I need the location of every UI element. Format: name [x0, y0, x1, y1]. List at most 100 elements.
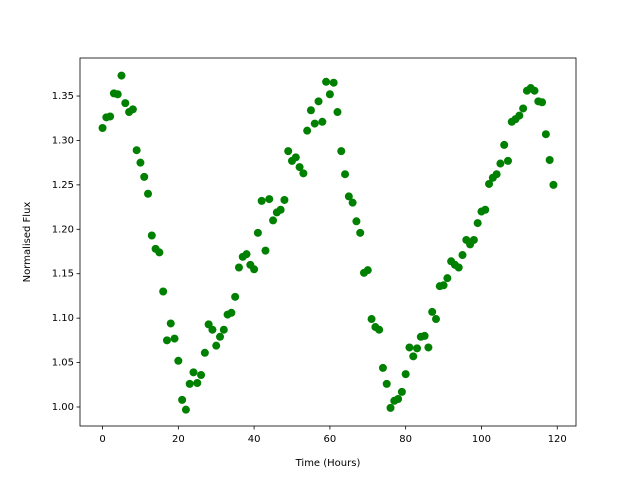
- point: [337, 147, 346, 156]
- point: [121, 99, 130, 108]
- point: [341, 170, 350, 179]
- point: [113, 90, 122, 99]
- point: [166, 319, 175, 328]
- x-axis-label: Time (Hours): [295, 458, 361, 469]
- point: [469, 235, 478, 244]
- point: [420, 331, 429, 340]
- point: [318, 117, 327, 126]
- point: [174, 356, 183, 365]
- point: [306, 106, 315, 115]
- point: [144, 189, 153, 198]
- point: [519, 104, 528, 113]
- point: [140, 172, 149, 181]
- y-tick-label: 1.35: [52, 91, 74, 102]
- point: [106, 112, 115, 121]
- point: [159, 287, 168, 296]
- point: [538, 98, 547, 107]
- point: [409, 352, 418, 361]
- point: [219, 325, 228, 334]
- x-tick-label: 60: [324, 434, 337, 445]
- point: [253, 228, 262, 237]
- point: [265, 195, 274, 204]
- point: [257, 196, 266, 205]
- point: [242, 250, 251, 259]
- point: [322, 77, 331, 86]
- point: [378, 363, 387, 372]
- point: [261, 246, 270, 255]
- y-tick-label: 1.15: [52, 269, 74, 280]
- point: [352, 217, 361, 226]
- point: [545, 155, 554, 164]
- point: [367, 315, 376, 324]
- point: [394, 394, 403, 403]
- point: [280, 195, 289, 204]
- point: [329, 78, 338, 87]
- x-tick-label: 40: [248, 434, 261, 445]
- point: [333, 108, 342, 117]
- x-tick-label: 0: [99, 434, 105, 445]
- x-tick-label: 120: [548, 434, 567, 445]
- point: [503, 156, 512, 165]
- point: [439, 281, 448, 290]
- point: [492, 170, 501, 179]
- point: [363, 266, 372, 275]
- plot-frame: [79, 57, 577, 427]
- point: [284, 147, 293, 156]
- x-tick-label: 80: [399, 434, 412, 445]
- point: [303, 126, 312, 135]
- point: [136, 158, 145, 167]
- point: [397, 387, 406, 396]
- x-tick-label: 20: [172, 434, 185, 445]
- point: [401, 370, 410, 379]
- point: [197, 371, 206, 380]
- point: [356, 228, 365, 237]
- point: [310, 119, 319, 128]
- point: [269, 216, 278, 225]
- point: [295, 163, 304, 172]
- point: [231, 292, 240, 301]
- y-tick-label: 1.25: [52, 180, 74, 191]
- point: [216, 332, 225, 341]
- point: [291, 153, 300, 162]
- point: [375, 325, 384, 334]
- point: [431, 315, 440, 324]
- y-axis-label: Normalised Flux: [22, 202, 33, 283]
- point: [473, 219, 482, 228]
- point: [250, 265, 259, 274]
- point: [485, 179, 494, 188]
- point: [147, 231, 156, 240]
- point: [454, 263, 463, 272]
- point: [428, 307, 437, 316]
- point: [208, 325, 217, 334]
- point: [193, 378, 202, 387]
- point: [541, 130, 550, 139]
- point: [500, 140, 509, 149]
- point: [185, 379, 194, 388]
- point: [386, 403, 395, 412]
- point: [117, 71, 126, 80]
- point: [443, 274, 452, 283]
- point: [181, 405, 190, 414]
- point: [382, 379, 391, 388]
- point: [178, 395, 187, 404]
- point: [98, 124, 107, 133]
- point: [234, 263, 243, 272]
- point: [325, 90, 334, 99]
- y-tick-label: 1.10: [52, 313, 74, 324]
- point: [549, 180, 558, 189]
- point: [189, 368, 198, 377]
- point: [424, 343, 433, 352]
- point: [530, 86, 539, 95]
- y-tick-label: 1.20: [52, 224, 74, 235]
- point: [515, 111, 524, 120]
- point: [227, 308, 236, 317]
- point: [162, 336, 171, 345]
- point: [405, 343, 414, 352]
- point: [348, 198, 357, 207]
- point: [481, 205, 490, 214]
- point: [200, 348, 209, 357]
- point: [314, 97, 323, 106]
- point: [132, 146, 141, 155]
- point: [413, 344, 422, 353]
